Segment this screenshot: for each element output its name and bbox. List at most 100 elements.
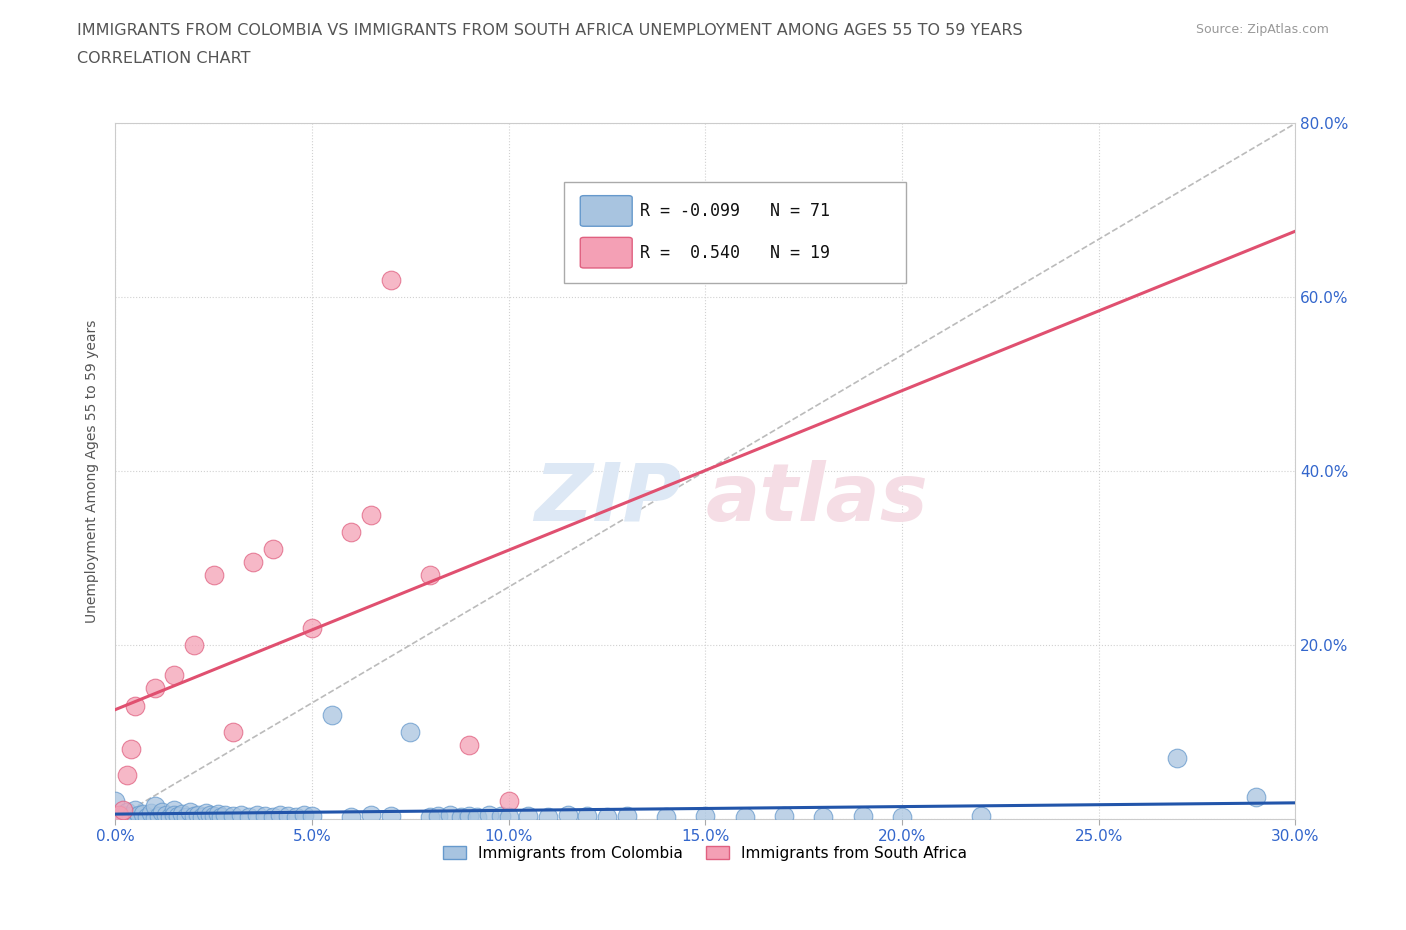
Point xyxy=(616,809,638,824)
Point xyxy=(163,803,186,817)
Point xyxy=(112,807,135,822)
Point xyxy=(159,810,181,825)
Point xyxy=(301,620,323,635)
Point xyxy=(970,809,993,824)
Point xyxy=(112,803,135,817)
Point xyxy=(163,808,186,823)
Point xyxy=(557,808,579,823)
Point xyxy=(214,808,236,823)
Point xyxy=(202,809,225,824)
Point xyxy=(167,809,190,824)
Point xyxy=(380,809,402,824)
Point xyxy=(596,810,619,825)
FancyBboxPatch shape xyxy=(564,182,905,284)
Legend: Immigrants from Colombia, Immigrants from South Africa: Immigrants from Colombia, Immigrants fro… xyxy=(437,840,973,867)
Point xyxy=(183,638,205,653)
Point xyxy=(419,810,441,825)
Point xyxy=(148,809,170,824)
Point xyxy=(399,724,422,739)
Y-axis label: Unemployment Among Ages 55 to 59 years: Unemployment Among Ages 55 to 59 years xyxy=(86,319,100,623)
Text: Source: ZipAtlas.com: Source: ZipAtlas.com xyxy=(1195,23,1329,36)
Point xyxy=(115,768,138,783)
Point xyxy=(132,806,155,821)
Point xyxy=(277,809,299,824)
Point xyxy=(128,808,150,823)
Point xyxy=(655,810,678,825)
Point xyxy=(465,810,488,825)
Text: IMMIGRANTS FROM COLOMBIA VS IMMIGRANTS FROM SOUTH AFRICA UNEMPLOYMENT AMONG AGES: IMMIGRANTS FROM COLOMBIA VS IMMIGRANTS F… xyxy=(77,23,1024,38)
Point xyxy=(1244,790,1267,804)
Point xyxy=(231,807,253,822)
Point xyxy=(179,804,201,819)
Point xyxy=(439,808,461,823)
Point xyxy=(478,808,501,823)
Text: R = -0.099   N = 71: R = -0.099 N = 71 xyxy=(641,202,831,219)
Point xyxy=(135,810,157,825)
Point xyxy=(120,809,142,824)
Point xyxy=(108,807,131,822)
Point xyxy=(852,809,875,824)
Point xyxy=(187,807,209,822)
Point xyxy=(174,810,197,825)
FancyBboxPatch shape xyxy=(581,195,633,226)
Point xyxy=(773,809,796,824)
Point xyxy=(380,272,402,287)
Point xyxy=(143,798,166,813)
Point xyxy=(262,810,284,825)
Point xyxy=(202,568,225,583)
Text: ZIP: ZIP xyxy=(534,460,682,538)
Point xyxy=(198,808,221,823)
Point xyxy=(321,707,343,722)
Point xyxy=(211,810,233,825)
Point xyxy=(191,810,214,825)
Point xyxy=(155,807,177,822)
Point xyxy=(360,507,382,522)
Point xyxy=(498,794,520,809)
Point xyxy=(115,804,138,819)
Point xyxy=(340,810,363,825)
Text: R =  0.540   N = 19: R = 0.540 N = 19 xyxy=(641,244,831,261)
Point xyxy=(360,808,382,823)
Text: CORRELATION CHART: CORRELATION CHART xyxy=(77,51,250,66)
Point xyxy=(207,806,229,821)
Point xyxy=(891,810,914,825)
Point xyxy=(419,568,441,583)
Point xyxy=(183,809,205,824)
Point xyxy=(262,542,284,557)
Point xyxy=(124,803,146,817)
Point xyxy=(143,811,166,826)
Point xyxy=(576,809,599,824)
Point xyxy=(734,810,756,825)
Point xyxy=(143,681,166,696)
Point xyxy=(139,805,162,820)
Point xyxy=(253,809,276,824)
Point xyxy=(489,809,512,824)
Point xyxy=(194,805,217,820)
FancyBboxPatch shape xyxy=(581,237,633,268)
Point xyxy=(458,809,481,824)
Point xyxy=(246,808,269,823)
Point xyxy=(242,555,264,570)
Point xyxy=(450,810,472,825)
Point xyxy=(120,742,142,757)
Point xyxy=(163,668,186,683)
Point xyxy=(104,794,127,809)
Point xyxy=(238,810,260,825)
Text: atlas: atlas xyxy=(706,460,928,538)
Point xyxy=(301,809,323,824)
Point xyxy=(292,807,315,822)
Point xyxy=(498,810,520,825)
Point xyxy=(285,810,308,825)
Point xyxy=(340,525,363,539)
Point xyxy=(458,737,481,752)
Point xyxy=(537,810,560,825)
Point xyxy=(222,724,245,739)
Point xyxy=(124,698,146,713)
Point xyxy=(517,809,540,824)
Point xyxy=(172,806,194,821)
Point xyxy=(426,809,449,824)
Point xyxy=(222,809,245,824)
Point xyxy=(1166,751,1188,765)
Point xyxy=(813,810,835,825)
Point xyxy=(695,809,717,824)
